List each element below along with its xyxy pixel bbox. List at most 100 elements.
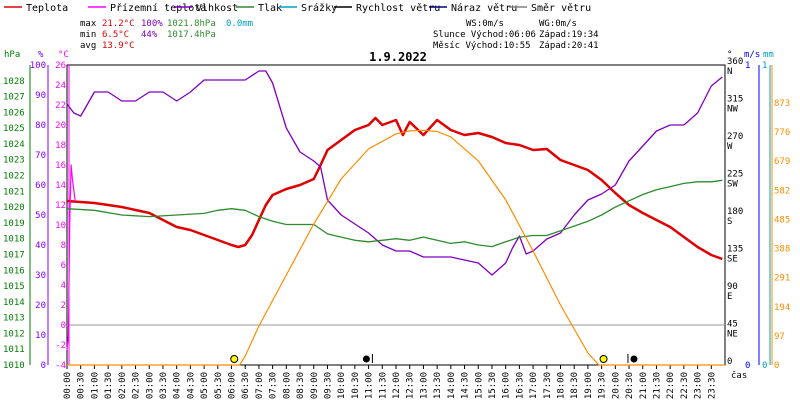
hpa-tick-2: 1012 xyxy=(3,329,25,339)
degc-tick-12: 20 xyxy=(55,121,66,131)
dir-tick-7: 315 xyxy=(727,95,743,105)
x-tick-29: 14:30 xyxy=(461,372,471,399)
axes: 1010101110121013101410151016101710181019… xyxy=(3,57,790,399)
legend-label-5: Rychlost větru xyxy=(356,2,440,14)
series-line-3 xyxy=(66,179,723,248)
x-tick-36: 18:00 xyxy=(557,372,567,399)
stat-max-press: 1021.8hPa xyxy=(167,19,216,29)
axis-hpa-label: hPa xyxy=(4,50,20,60)
x-tick-30: 15:00 xyxy=(474,372,484,399)
pct-tick-8: 80 xyxy=(35,121,46,131)
x-tick-3: 01:30 xyxy=(104,372,114,399)
series-line-1 xyxy=(66,164,76,351)
x-tick-23: 11:30 xyxy=(378,372,388,399)
stat-min-label: min xyxy=(80,30,96,40)
degc-tick-13: 22 xyxy=(55,101,66,111)
dir-name-5: SW xyxy=(727,180,738,190)
pct-tick-6: 60 xyxy=(35,181,46,191)
stat-sun-set: Západ:19:34 xyxy=(539,30,599,40)
x-tick-38: 19:00 xyxy=(584,372,594,399)
dir-tick-0: 0 xyxy=(727,357,732,367)
x-tick-27: 13:30 xyxy=(433,372,443,399)
x-tick-19: 09:30 xyxy=(323,372,333,399)
x-tick-22: 11:00 xyxy=(365,372,375,399)
x-tick-41: 20:30 xyxy=(625,372,635,399)
x-tick-13: 06:30 xyxy=(241,372,251,399)
x-tick-20: 10:00 xyxy=(337,372,347,399)
dir-tick-8: 360 xyxy=(727,57,743,67)
degc-tick-8: 12 xyxy=(55,201,66,211)
x-tick-14: 07:00 xyxy=(255,372,265,399)
pct-tick-9: 90 xyxy=(35,91,46,101)
ms-tick-1: 1 xyxy=(745,61,750,71)
wm2-tick-7: 679 xyxy=(774,157,790,167)
degc-tick-1: -2 xyxy=(55,341,66,351)
pct-tick-5: 50 xyxy=(35,211,46,221)
hpa-tick-7: 1017 xyxy=(3,250,25,260)
wm2-tick-4: 388 xyxy=(774,245,790,255)
wm2-tick-3: 291 xyxy=(774,274,790,284)
pct-tick-0: 0 xyxy=(41,361,46,371)
x-tick-42: 21:00 xyxy=(639,372,649,399)
hpa-tick-5: 1015 xyxy=(3,282,25,292)
moonset-marker xyxy=(630,355,638,363)
dir-tick-2: 90 xyxy=(727,282,738,292)
x-tick-26: 13:00 xyxy=(419,372,429,399)
dir-name-1: NE xyxy=(727,330,738,340)
degc-tick-5: 6 xyxy=(61,261,66,271)
degc-tick-9: 14 xyxy=(55,181,66,191)
hpa-tick-10: 1020 xyxy=(3,203,25,213)
dir-name-6: W xyxy=(727,142,733,152)
x-tick-7: 03:30 xyxy=(159,372,169,399)
stats-block: max 21.2°C 100% 1021.8hPa 0.0mm min 6.5°… xyxy=(80,19,599,51)
degc-tick-3: 2 xyxy=(61,301,66,311)
degc-tick-11: 18 xyxy=(55,141,66,151)
degc-tick-14: 24 xyxy=(55,81,66,91)
x-axis-label: čas xyxy=(731,370,747,381)
legend-label-0: Teplota xyxy=(26,3,68,14)
series-line-2 xyxy=(66,70,723,276)
x-tick-15: 07:30 xyxy=(269,372,279,399)
pct-tick-7: 70 xyxy=(35,151,46,161)
x-tick-45: 22:30 xyxy=(680,372,690,399)
series-line-0 xyxy=(66,116,723,261)
stat-moon-set: Západ:20:41 xyxy=(539,41,599,51)
wm2-tick-2: 194 xyxy=(774,303,790,313)
mm-tick-1: 1 xyxy=(762,61,767,71)
hpa-tick-0: 1010 xyxy=(3,361,25,371)
stat-max-label: max xyxy=(80,19,97,29)
x-tick-47: 23:30 xyxy=(707,372,717,399)
wm2-tick-6: 582 xyxy=(774,186,790,196)
x-tick-46: 23:00 xyxy=(694,372,704,399)
degc-tick-0: -4 xyxy=(55,361,66,371)
degc-tick-15: 26 xyxy=(55,61,66,71)
sunrise-marker xyxy=(230,355,239,363)
stat-min-hum: 44% xyxy=(141,30,158,40)
x-tick-6: 03:00 xyxy=(145,372,155,399)
x-tick-37: 18:30 xyxy=(570,372,580,399)
stat-max-rain: 0.0mm xyxy=(226,19,253,29)
dir-name-3: SE xyxy=(727,255,738,265)
x-tick-11: 05:30 xyxy=(214,372,224,399)
stat-moon: Měsíc Východ:10:55 xyxy=(433,41,531,51)
hpa-tick-4: 1014 xyxy=(3,298,25,308)
ms-tick-0: 0 xyxy=(745,361,750,371)
legend-label-2: Vlhkost xyxy=(196,3,238,14)
x-tick-0: 00:00 xyxy=(63,372,73,399)
degc-tick-2: 0 xyxy=(61,321,66,331)
x-tick-40: 20:00 xyxy=(611,372,621,399)
x-tick-4: 02:00 xyxy=(118,372,128,399)
dir-name-7: NW xyxy=(727,105,738,115)
hpa-tick-12: 1022 xyxy=(3,172,25,182)
x-tick-12: 06:00 xyxy=(228,372,238,399)
legend-label-7: Směr větru xyxy=(531,2,591,14)
pct-tick-2: 20 xyxy=(35,301,46,311)
x-tick-1: 00:30 xyxy=(77,372,87,399)
dir-tick-3: 135 xyxy=(727,245,743,255)
x-tick-35: 17:30 xyxy=(543,372,553,399)
x-tick-21: 10:30 xyxy=(351,372,361,399)
pct-tick-1: 10 xyxy=(35,331,46,341)
stat-wg: WG:0m/s xyxy=(539,19,577,29)
